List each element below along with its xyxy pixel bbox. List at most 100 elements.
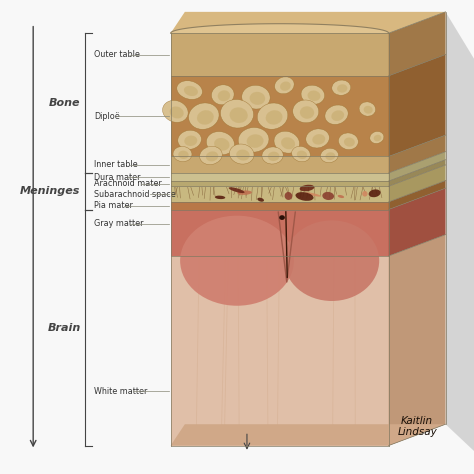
Ellipse shape: [237, 191, 252, 195]
Ellipse shape: [189, 103, 219, 129]
Ellipse shape: [280, 82, 291, 91]
Ellipse shape: [332, 80, 351, 95]
Ellipse shape: [281, 137, 295, 149]
Polygon shape: [171, 424, 446, 446]
Polygon shape: [389, 12, 446, 76]
Ellipse shape: [242, 85, 270, 109]
Ellipse shape: [369, 190, 381, 197]
Ellipse shape: [331, 110, 344, 121]
Polygon shape: [171, 24, 389, 33]
Ellipse shape: [320, 148, 338, 163]
Text: Outer table: Outer table: [94, 50, 140, 59]
Text: White matter: White matter: [94, 387, 147, 395]
Ellipse shape: [173, 146, 192, 162]
Polygon shape: [171, 256, 389, 446]
Ellipse shape: [274, 131, 300, 153]
Ellipse shape: [229, 107, 248, 123]
Ellipse shape: [300, 106, 314, 119]
Text: Kaitlin
Lindsay: Kaitlin Lindsay: [397, 416, 437, 438]
Text: Pia mater: Pia mater: [94, 201, 133, 210]
Ellipse shape: [325, 105, 348, 125]
Polygon shape: [171, 186, 389, 202]
Ellipse shape: [337, 195, 344, 198]
Ellipse shape: [274, 77, 294, 94]
Polygon shape: [171, 181, 389, 186]
Ellipse shape: [337, 84, 347, 92]
Ellipse shape: [295, 192, 313, 201]
Ellipse shape: [228, 187, 245, 193]
Ellipse shape: [338, 133, 358, 150]
Polygon shape: [389, 235, 446, 446]
Ellipse shape: [362, 191, 367, 197]
Polygon shape: [171, 76, 389, 156]
Ellipse shape: [177, 81, 202, 100]
Polygon shape: [389, 152, 446, 181]
Ellipse shape: [178, 130, 201, 149]
Ellipse shape: [246, 134, 264, 148]
Ellipse shape: [197, 110, 214, 125]
Ellipse shape: [374, 135, 382, 141]
Ellipse shape: [214, 138, 229, 151]
Ellipse shape: [250, 92, 265, 105]
Ellipse shape: [359, 102, 375, 116]
Ellipse shape: [184, 86, 198, 96]
Polygon shape: [389, 165, 446, 202]
Polygon shape: [171, 210, 389, 256]
Ellipse shape: [305, 192, 321, 197]
Ellipse shape: [229, 144, 254, 164]
Ellipse shape: [257, 103, 288, 129]
Text: Diploë: Diploë: [94, 112, 119, 120]
Polygon shape: [446, 12, 474, 462]
Ellipse shape: [163, 100, 188, 122]
Text: Subarachnoid space: Subarachnoid space: [94, 190, 175, 199]
Ellipse shape: [322, 192, 334, 200]
Ellipse shape: [218, 90, 230, 101]
Ellipse shape: [301, 85, 325, 104]
Text: Bone: Bone: [49, 98, 81, 108]
Ellipse shape: [325, 152, 335, 160]
Polygon shape: [389, 135, 446, 173]
Polygon shape: [171, 12, 446, 33]
Polygon shape: [171, 33, 389, 76]
Polygon shape: [171, 156, 389, 173]
Ellipse shape: [370, 131, 384, 144]
Ellipse shape: [292, 146, 310, 162]
Ellipse shape: [262, 147, 283, 164]
Text: Dura mater: Dura mater: [94, 173, 140, 182]
Ellipse shape: [180, 216, 294, 306]
Ellipse shape: [284, 192, 292, 200]
Ellipse shape: [279, 215, 285, 220]
Ellipse shape: [206, 132, 235, 155]
Ellipse shape: [211, 85, 234, 105]
Text: Brain: Brain: [47, 322, 81, 333]
Ellipse shape: [364, 106, 373, 114]
Polygon shape: [389, 55, 446, 156]
Text: Arachnoid mater: Arachnoid mater: [94, 179, 162, 188]
Ellipse shape: [344, 137, 355, 146]
Ellipse shape: [308, 91, 320, 101]
Polygon shape: [171, 173, 389, 181]
Polygon shape: [389, 181, 446, 210]
Polygon shape: [171, 202, 389, 210]
Ellipse shape: [257, 198, 264, 202]
Text: Inner table: Inner table: [94, 160, 137, 169]
Ellipse shape: [200, 146, 222, 164]
Ellipse shape: [238, 128, 269, 152]
Ellipse shape: [265, 110, 283, 125]
Ellipse shape: [215, 196, 225, 199]
Polygon shape: [389, 160, 446, 186]
Ellipse shape: [206, 151, 218, 161]
Ellipse shape: [293, 100, 319, 123]
Ellipse shape: [300, 185, 314, 191]
Ellipse shape: [184, 136, 197, 146]
Ellipse shape: [312, 134, 325, 145]
Text: Meninges: Meninges: [20, 186, 81, 196]
Ellipse shape: [306, 129, 329, 148]
Ellipse shape: [297, 151, 307, 159]
Ellipse shape: [178, 151, 189, 159]
Ellipse shape: [268, 152, 280, 161]
Text: Gray matter: Gray matter: [94, 219, 143, 228]
Ellipse shape: [284, 220, 379, 301]
Polygon shape: [389, 188, 446, 256]
Ellipse shape: [170, 107, 184, 118]
